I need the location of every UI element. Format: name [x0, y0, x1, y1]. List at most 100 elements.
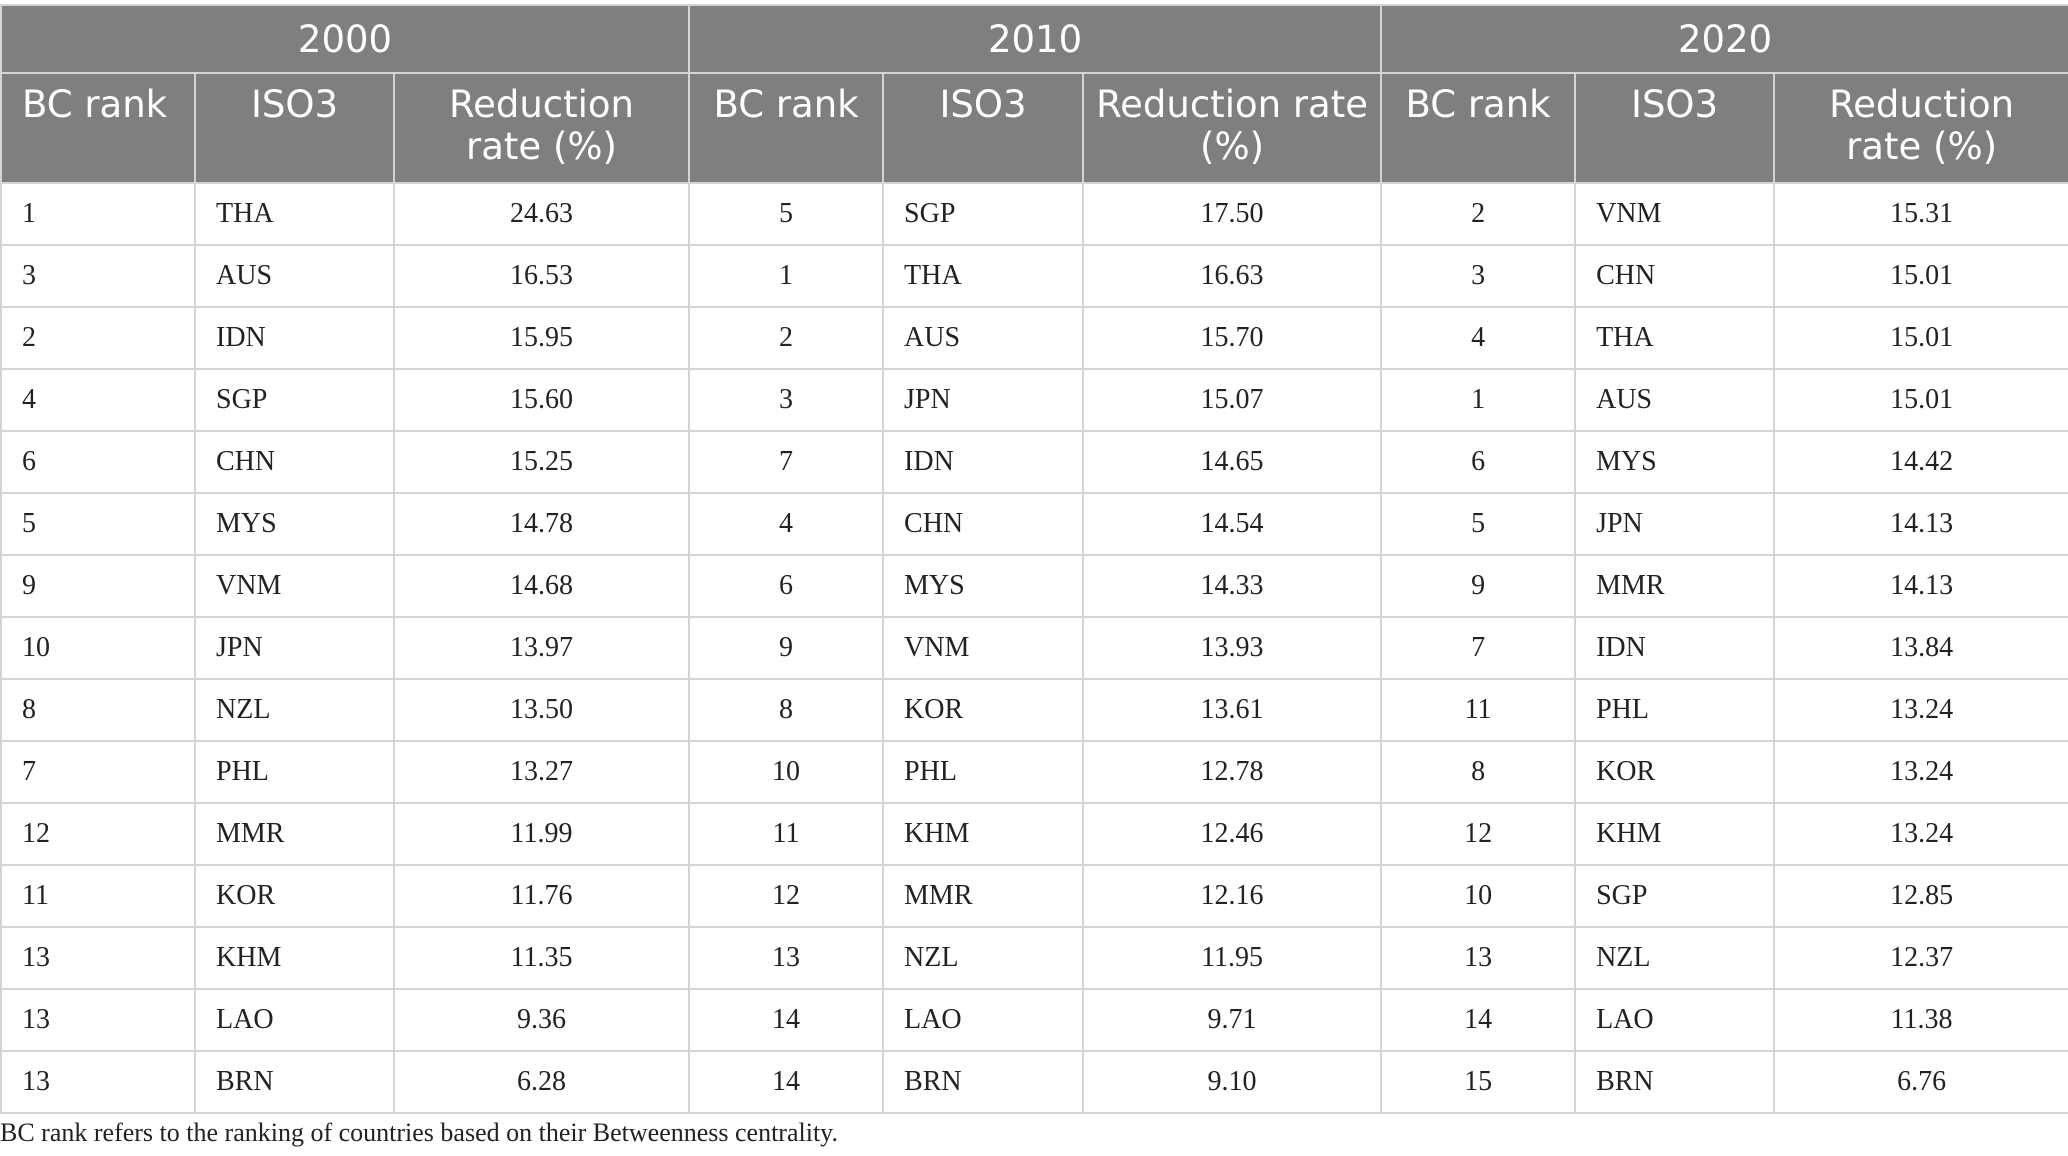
reduction-rate-cell: 12.78: [1082, 740, 1383, 804]
iso3-cell: SGP: [882, 182, 1085, 246]
iso3-cell: IDN: [882, 430, 1085, 494]
bc-rank-cell: 14: [688, 988, 885, 1052]
column-header-iso3: ISO3: [194, 72, 395, 184]
bc-rank-cell: 6: [688, 554, 885, 618]
header-line: Reduction rate: [1096, 83, 1368, 126]
bc-rank-cell: 11: [1380, 678, 1577, 742]
year-header-2010: 2010: [688, 4, 1383, 74]
reduction-rate-cell: 9.10: [1082, 1050, 1383, 1114]
bc-rank-cell: 12: [688, 864, 885, 928]
column-header-reduction-rate: Reduction rate (%): [1082, 72, 1383, 184]
iso3-cell: LAO: [194, 988, 395, 1052]
column-header-reduction-rate: Reduction rate (%): [392, 72, 691, 184]
bc-rank-cell: 9: [1380, 554, 1577, 618]
iso3-cell: SGP: [194, 368, 395, 432]
iso3-cell: BRN: [1574, 1050, 1776, 1114]
reduction-rate-cell: 14.65: [1082, 430, 1383, 494]
bc-rank-cell: 1: [1380, 368, 1577, 432]
iso3-cell: BRN: [194, 1050, 395, 1114]
iso3-cell: MMR: [1574, 554, 1776, 618]
table-row: 13 BRN 6.28 14 BRN 9.10 15 BRN 6.76: [0, 1050, 2068, 1114]
iso3-cell: THA: [194, 182, 395, 246]
bc-rank-cell: 4: [1380, 306, 1577, 370]
table-row: 13 KHM 11.35 13 NZL 11.95 13 NZL 12.37: [0, 926, 2068, 990]
table-row: 10 JPN 13.97 9 VNM 13.93 7 IDN 13.84: [0, 616, 2068, 680]
iso3-cell: VNM: [1574, 182, 1776, 246]
iso3-cell: THA: [1574, 306, 1776, 370]
reduction-rate-cell: 15.01: [1773, 306, 2068, 370]
table-row: 13 LAO 9.36 14 LAO 9.71 14 LAO 11.38: [0, 988, 2068, 1052]
iso3-cell: VNM: [882, 616, 1085, 680]
reduction-rate-cell: 13.84: [1773, 616, 2068, 680]
column-header-bc-rank: BC rank: [1380, 72, 1577, 184]
reduction-rate-cell: 13.50: [392, 678, 691, 742]
reduction-rate-cell: 14.42: [1773, 430, 2068, 494]
reduction-rate-cell: 15.07: [1082, 368, 1383, 432]
table-row: 5 MYS 14.78 4 CHN 14.54 5 JPN 14.13: [0, 492, 2068, 556]
table-row: 11 KOR 11.76 12 MMR 12.16 10 SGP 12.85: [0, 864, 2068, 928]
iso3-cell: THA: [882, 244, 1085, 308]
reduction-rate-cell: 16.53: [392, 244, 691, 308]
bc-rank-cell: 5: [0, 492, 196, 556]
table-header: 2000 2010 2020 BC rank ISO3 Reduction rat…: [0, 4, 2068, 184]
iso3-cell: AUS: [882, 306, 1085, 370]
bc-rank-cell: 13: [0, 988, 196, 1052]
reduction-rate-cell: 12.16: [1082, 864, 1383, 928]
column-header-row: BC rank ISO3 Reduction rate (%) BC rank I…: [0, 72, 2068, 184]
iso3-cell: MYS: [194, 492, 395, 556]
bc-rank-cell: 13: [1380, 926, 1577, 990]
bc-rank-cell: 7: [0, 740, 196, 804]
bc-rank-cell: 9: [688, 616, 885, 680]
bc-rank-cell: 15: [1380, 1050, 1577, 1114]
iso3-cell: NZL: [194, 678, 395, 742]
iso3-cell: KHM: [1574, 802, 1776, 866]
table-row: 9 VNM 14.68 6 MYS 14.33 9 MMR 14.13: [0, 554, 2068, 618]
reduction-rate-cell: 13.93: [1082, 616, 1383, 680]
bc-rank-cell: 8: [688, 678, 885, 742]
iso3-cell: KHM: [194, 926, 395, 990]
reduction-rate-cell: 13.24: [1773, 678, 2068, 742]
bc-rank-cell: 4: [688, 492, 885, 556]
bc-rank-cell: 1: [0, 182, 196, 246]
bc-rank-cell: 3: [1380, 244, 1577, 308]
reduction-rate-cell: 11.35: [392, 926, 691, 990]
iso3-cell: MYS: [882, 554, 1085, 618]
table-row: 4 SGP 15.60 3 JPN 15.07 1 AUS 15.01: [0, 368, 2068, 432]
bc-rank-cell: 14: [688, 1050, 885, 1114]
iso3-cell: LAO: [882, 988, 1085, 1052]
bc-rank-cell: 8: [0, 678, 196, 742]
bc-rank-cell: 6: [0, 430, 196, 494]
reduction-rate-cell: 12.37: [1773, 926, 2068, 990]
table-footnote: BC rank refers to the ranking of countri…: [0, 1118, 838, 1147]
reduction-rate-cell: 24.63: [392, 182, 691, 246]
reduction-rate-cell: 9.71: [1082, 988, 1383, 1052]
reduction-rate-cell: 14.33: [1082, 554, 1383, 618]
bc-rank-cell: 11: [0, 864, 196, 928]
bc-rank-cell: 6: [1380, 430, 1577, 494]
iso3-cell: CHN: [882, 492, 1085, 556]
bc-rank-cell: 10: [0, 616, 196, 680]
bc-rank-cell: 8: [1380, 740, 1577, 804]
table-row: 6 CHN 15.25 7 IDN 14.65 6 MYS 14.42: [0, 430, 2068, 494]
reduction-rate-cell: 15.25: [392, 430, 691, 494]
iso3-cell: AUS: [1574, 368, 1776, 432]
iso3-cell: CHN: [194, 430, 395, 494]
iso3-cell: PHL: [882, 740, 1085, 804]
iso3-cell: NZL: [1574, 926, 1776, 990]
bc-rank-cell: 12: [1380, 802, 1577, 866]
column-header-reduction-rate: Reduction rate (%): [1773, 72, 2068, 184]
reduction-rate-cell: 14.54: [1082, 492, 1383, 556]
iso3-cell: MMR: [194, 802, 395, 866]
table-row: 3 AUS 16.53 1 THA 16.63 3 CHN 15.01: [0, 244, 2068, 308]
reduction-rate-cell: 13.61: [1082, 678, 1383, 742]
reduction-rate-cell: 14.78: [392, 492, 691, 556]
table-row: 12 MMR 11.99 11 KHM 12.46 12 KHM 13.24: [0, 802, 2068, 866]
bc-rank-cell: 2: [1380, 182, 1577, 246]
bc-rank-cell: 13: [688, 926, 885, 990]
bc-rank-cell: 3: [688, 368, 885, 432]
table-row: 2 IDN 15.95 2 AUS 15.70 4 THA 15.01: [0, 306, 2068, 370]
reduction-rate-cell: 11.38: [1773, 988, 2068, 1052]
iso3-cell: PHL: [1574, 678, 1776, 742]
year-header-2000: 2000: [0, 4, 691, 74]
table-row: 1 THA 24.63 5 SGP 17.50 2 VNM 15.31: [0, 182, 2068, 246]
